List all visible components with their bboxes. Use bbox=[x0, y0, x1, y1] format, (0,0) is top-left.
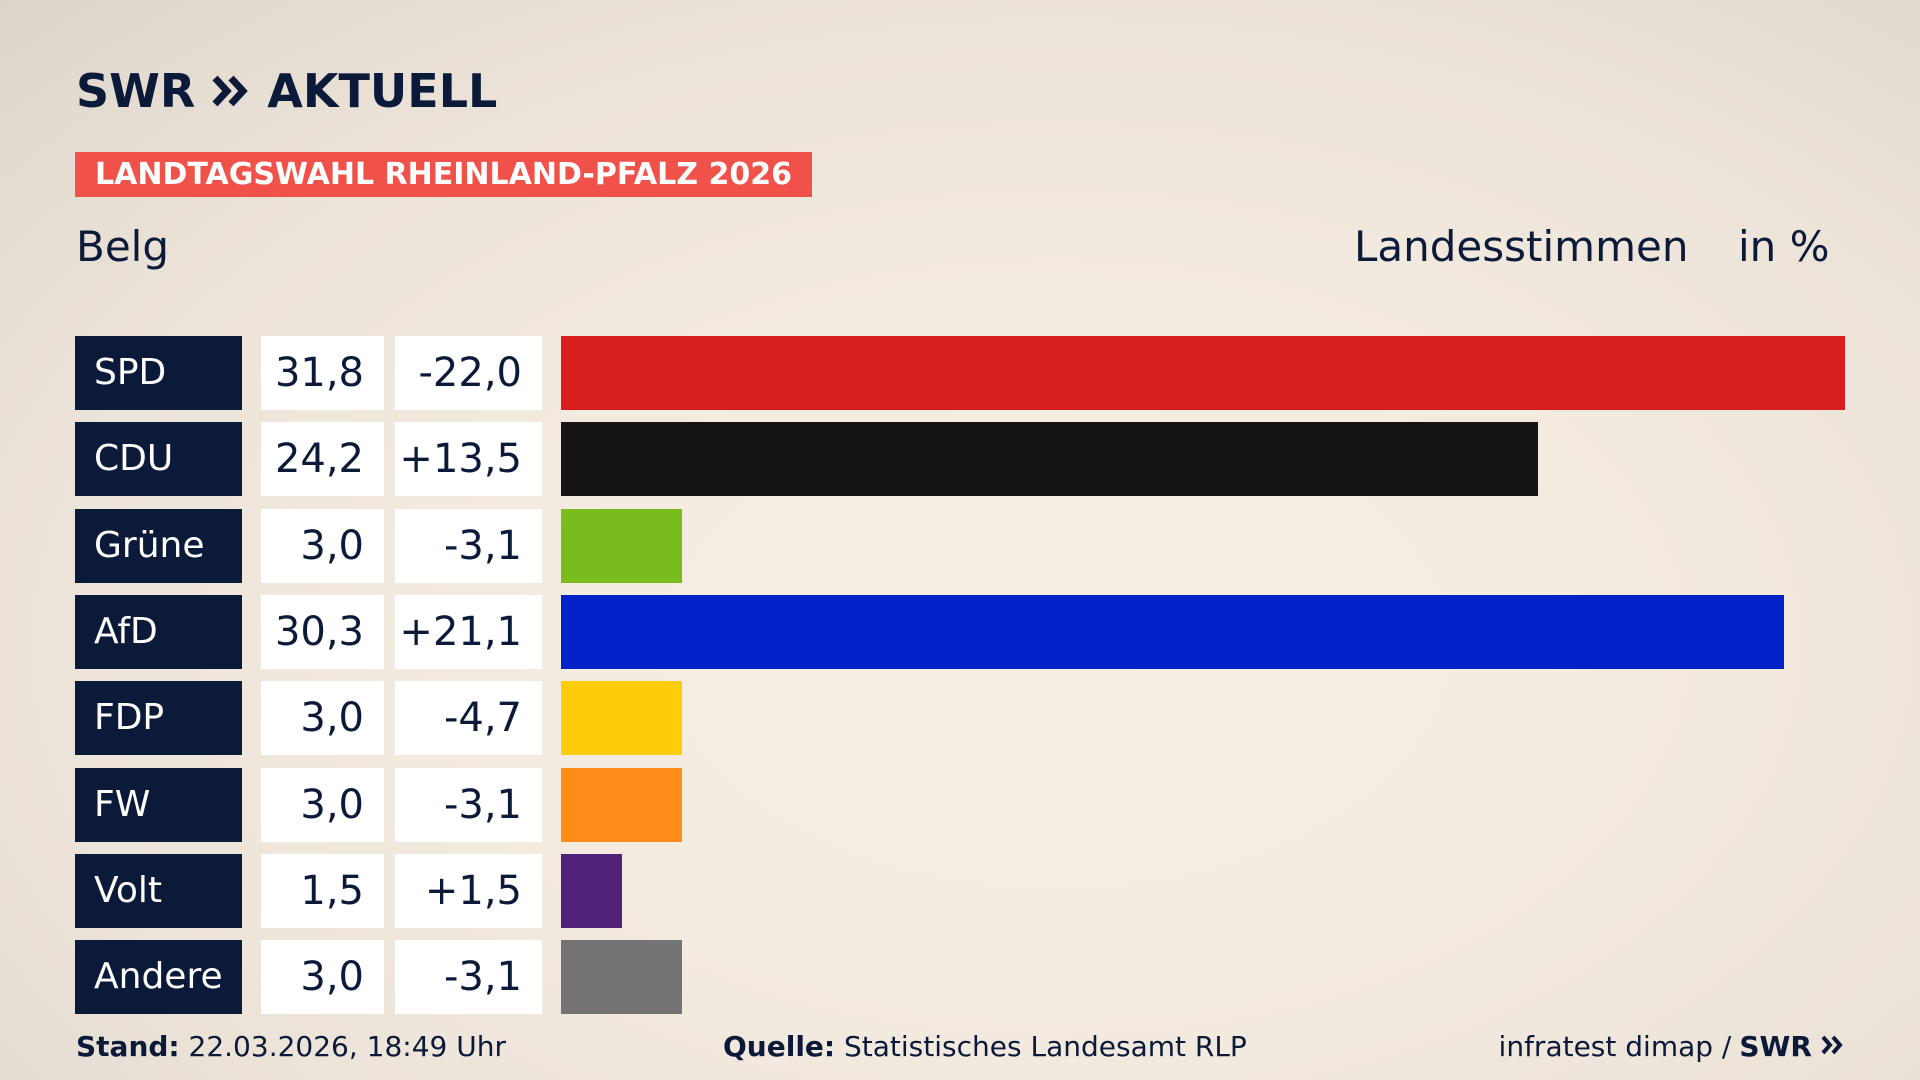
party-label: Andere bbox=[75, 940, 242, 1015]
vote-share-label: 3,0 bbox=[261, 508, 384, 583]
chart-row-fw: FW 3,0 -3,1 bbox=[0, 767, 1920, 842]
chart-row-andere: Andere 3,0 -3,1 bbox=[0, 940, 1920, 1015]
vote-share-label: 30,3 bbox=[261, 594, 384, 669]
credit-text: infratest dimap / bbox=[1498, 1030, 1732, 1063]
chart-row-fdp: FDP 3,0 -4,7 bbox=[0, 681, 1920, 756]
bar-fw bbox=[561, 767, 682, 842]
bar-spd bbox=[561, 336, 1845, 410]
chart-row-volt: Volt 1,5 +1,5 bbox=[0, 853, 1920, 928]
chart-row-spd: SPD 31,8 -22,0 bbox=[0, 336, 1920, 410]
bar-grüne bbox=[561, 508, 682, 583]
region-title: Belg bbox=[76, 222, 169, 271]
footer-source: Quelle: Statistisches Landesamt RLP bbox=[723, 1030, 1247, 1063]
unit-label: in % bbox=[1738, 222, 1830, 271]
chart-row-grüne: Grüne 3,0 -3,1 bbox=[0, 508, 1920, 583]
vote-share-label: 31,8 bbox=[261, 336, 384, 410]
change-label: -4,7 bbox=[395, 681, 542, 756]
source-value: Statistisches Landesamt RLP bbox=[844, 1030, 1247, 1063]
logo-aktuell-text: AKTUELL bbox=[267, 64, 498, 118]
measure-label: Landesstimmen bbox=[1354, 222, 1689, 271]
vote-share-label: 3,0 bbox=[261, 681, 384, 756]
swr-aktuell-logo: SWR AKTUELL bbox=[76, 64, 498, 118]
change-label: -3,1 bbox=[395, 508, 542, 583]
election-banner: LANDTAGSWAHL RHEINLAND-PFALZ 2026 bbox=[75, 152, 812, 197]
double-chevron-icon bbox=[211, 74, 251, 108]
party-label: CDU bbox=[75, 422, 242, 497]
footer-double-chevron-icon bbox=[1820, 1030, 1844, 1063]
change-label: -3,1 bbox=[395, 767, 542, 842]
logo-swr-text: SWR bbox=[76, 64, 196, 118]
vote-share-label: 3,0 bbox=[261, 767, 384, 842]
bar-cdu bbox=[561, 422, 1538, 497]
party-label: Grüne bbox=[75, 508, 242, 583]
party-label: Volt bbox=[75, 853, 242, 928]
source-label: Quelle: bbox=[723, 1030, 836, 1063]
change-label: -3,1 bbox=[395, 940, 542, 1015]
chart-row-cdu: CDU 24,2 +13,5 bbox=[0, 422, 1920, 497]
stand-value: 22.03.2026, 18:49 Uhr bbox=[188, 1030, 506, 1063]
footer-credit: infratest dimap / SWR bbox=[1499, 1030, 1844, 1063]
footer-stand: Stand: 22.03.2026, 18:49 Uhr bbox=[76, 1030, 506, 1063]
change-label: +21,1 bbox=[395, 594, 542, 669]
change-label: +1,5 bbox=[395, 853, 542, 928]
bar-afd bbox=[561, 594, 1784, 669]
party-label: FDP bbox=[75, 681, 242, 756]
bar-fdp bbox=[561, 681, 682, 756]
chart-row-afd: AfD 30,3 +21,1 bbox=[0, 594, 1920, 669]
stand-label: Stand: bbox=[76, 1030, 180, 1063]
vote-share-label: 3,0 bbox=[261, 940, 384, 1015]
vote-share-label: 24,2 bbox=[261, 422, 384, 497]
vote-share-label: 1,5 bbox=[261, 853, 384, 928]
change-label: +13,5 bbox=[395, 422, 542, 497]
bar-volt bbox=[561, 853, 622, 928]
footer-swr-logo: SWR bbox=[1739, 1030, 1812, 1063]
party-label: FW bbox=[75, 767, 242, 842]
party-label: SPD bbox=[75, 336, 242, 410]
party-label: AfD bbox=[75, 594, 242, 669]
change-label: -22,0 bbox=[395, 336, 542, 410]
bar-andere bbox=[561, 940, 682, 1015]
